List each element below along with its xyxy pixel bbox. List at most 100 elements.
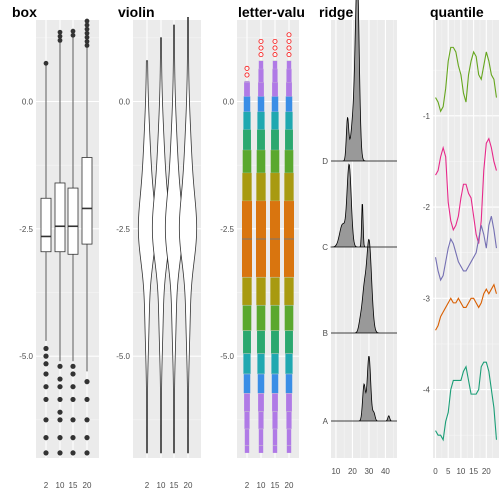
violin-10 (151, 37, 171, 454)
outlier-point (57, 409, 63, 415)
outlier-point (258, 52, 264, 58)
outlier-point (57, 396, 63, 403)
outlier-point (84, 18, 90, 24)
y-tick-label: A (323, 417, 329, 426)
x-tick-label: 15 (271, 481, 280, 490)
letter-value-box (257, 373, 265, 394)
ridge-panel: 10 20 30 40 A B C D (322, 0, 397, 476)
letter-value-box (242, 277, 252, 306)
letter-value-box (272, 68, 278, 83)
outlier-point (70, 32, 76, 38)
outlier-point (84, 379, 90, 385)
letter-value-box (243, 353, 251, 374)
x-tick-label: 20 (482, 467, 491, 476)
x-tick-label: 10 (331, 467, 340, 476)
x-tick-label: 20 (285, 481, 294, 490)
series-line-0 (435, 46, 498, 113)
outlier-point (57, 29, 63, 35)
y-tick-label: -2.5 (220, 225, 234, 234)
letter-value-box (286, 393, 292, 412)
box-15 (67, 187, 79, 255)
outlier-point (84, 26, 90, 32)
violin-15 (164, 24, 184, 454)
y-tick-label: 0.0 (223, 97, 235, 106)
y-tick-label: -2 (423, 203, 431, 212)
letter-value-box (243, 373, 251, 394)
ridge-C (330, 163, 397, 248)
letter-value-box (257, 96, 265, 112)
x-tick-label: 30 (364, 467, 373, 476)
outlier-point (272, 38, 278, 44)
letter-value-box (258, 445, 264, 453)
letter-value-box (272, 82, 278, 97)
outlier-point (70, 363, 76, 369)
x-tick-label: 2 (44, 481, 49, 490)
letter-value-box (258, 68, 264, 83)
letter-value-box (284, 149, 294, 173)
x-tick-label: 15 (170, 481, 179, 490)
letter-value-box (258, 411, 264, 429)
letter-value-box (256, 277, 266, 306)
y-tick-label: D (322, 157, 328, 166)
outlier-point (57, 376, 63, 382)
letter-value-box (284, 172, 294, 201)
letter-value-box (286, 68, 292, 83)
letter-value-box (271, 373, 279, 394)
letter-value-box (285, 96, 293, 112)
outlier-point (258, 38, 264, 44)
outlier-point (272, 45, 278, 51)
letter-value-box (286, 82, 292, 97)
x-tick-label: 5 (446, 467, 451, 476)
outlier-point (70, 396, 76, 403)
outlier-point (43, 345, 49, 352)
letter-value-box (284, 305, 294, 331)
outlier-point (70, 28, 76, 34)
letter-value-box (271, 353, 279, 374)
y-tick-label: -5.0 (116, 352, 130, 361)
outlier-point (70, 435, 76, 441)
letter-value-box (271, 330, 279, 354)
outlier-point (43, 384, 49, 390)
violin-title: violin (118, 4, 155, 20)
letter-value-box (285, 353, 293, 374)
outlier-point (286, 52, 292, 58)
letter-value-box (286, 60, 292, 69)
outlier-point (244, 65, 250, 71)
outlier-point (244, 72, 250, 78)
outlier-point (57, 363, 63, 369)
letter-value-box (244, 428, 250, 446)
outlier-point (70, 450, 76, 456)
violin-panel: 0.0 -2.5 -5.0 2 10 15 20 (116, 17, 201, 490)
letter-value-title: letter-valu (238, 4, 305, 20)
x-tick-label: 20 (83, 481, 92, 490)
letter-value-box (244, 393, 250, 412)
outlier-point (57, 435, 63, 441)
letter-value-box (243, 111, 251, 130)
letter-value-box (257, 129, 265, 150)
letter-value-box (242, 149, 252, 173)
letter-value-box (257, 111, 265, 130)
letter-value-box (242, 172, 252, 201)
letter-value-box (272, 428, 278, 446)
letter-value-box (285, 111, 293, 130)
x-tick-label: 15 (469, 467, 478, 476)
series-line-4 (435, 361, 498, 442)
letter-value-box (286, 428, 292, 446)
outlier-point (57, 33, 63, 39)
letter-value-box (271, 129, 279, 150)
letter-value-box (242, 305, 252, 331)
outlier-point (286, 32, 292, 38)
outlier-point (57, 384, 63, 390)
outlier-point (84, 43, 90, 48)
outlier-point (57, 417, 63, 423)
series-line-2 (434, 216, 498, 282)
x-tick-label: 40 (381, 467, 390, 476)
x-tick-label: 10 (257, 481, 266, 490)
letter-value-box (257, 330, 265, 354)
outlier-point (84, 22, 90, 28)
x-tick-label: 2 (245, 481, 250, 490)
quantile-title: quantile (430, 4, 484, 20)
outlier-point (57, 37, 63, 43)
letter-value-box (270, 277, 280, 306)
